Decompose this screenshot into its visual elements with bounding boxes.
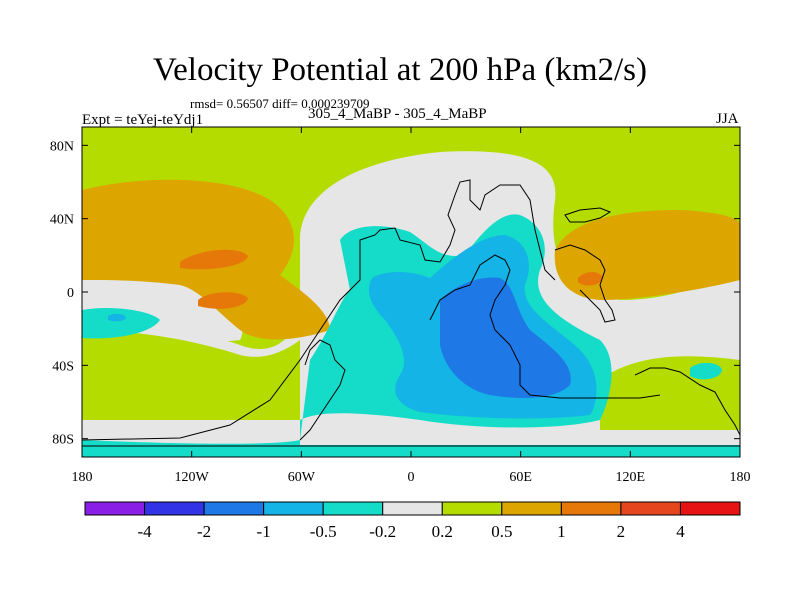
- contour-band-1-2-c: [578, 272, 603, 286]
- coastline-americas-south: [299, 339, 346, 441]
- colorbar-swatch: [382, 501, 443, 516]
- contour-band-1-2-b: [198, 292, 248, 309]
- x-tick-label: 0: [408, 470, 415, 485]
- coastline-australia: [634, 367, 740, 436]
- contour-band-neg-0.5-1-w: [108, 313, 126, 322]
- y-tick-label: 80N: [50, 139, 74, 154]
- colorbar-swatch: [203, 501, 265, 516]
- colorbar-swatch: [501, 501, 562, 516]
- colorbar: -4 -2 -1 -0.5 -0.2 0.2 0.5 1 2 4: [84, 501, 741, 541]
- colorbar-label: 0.5: [491, 522, 512, 541]
- y-tick-label: 40N: [50, 213, 74, 228]
- colorbar-swatch: [84, 501, 146, 516]
- x-tick-label: 120E: [616, 470, 646, 485]
- colorbar-swatch: [620, 501, 681, 516]
- colorbar-swatch: [560, 501, 622, 516]
- coastline-asia-north: [564, 207, 612, 223]
- experiment-label: Expt = teYej-teYdj1: [82, 112, 204, 128]
- colorbar-label: -2: [197, 522, 211, 541]
- stats-label: rmsd= 0.56507 diff= 0.000239709: [190, 96, 370, 111]
- contour-fill: [82, 127, 740, 457]
- coastline-africa: [429, 254, 661, 399]
- x-tick-label: 60W: [288, 470, 316, 485]
- y-tick-label: 40S: [52, 359, 74, 374]
- contour-band-1-2-a: [180, 249, 248, 270]
- colorbar-swatch: [144, 501, 205, 516]
- y-tick-label: 0: [67, 286, 74, 301]
- colorbar-swatch: [263, 501, 324, 516]
- y-tick-label: 80S: [52, 433, 74, 448]
- colorbar-label: -1: [257, 522, 271, 541]
- x-tick-label: 180: [730, 470, 751, 485]
- colorbar-label: 2: [617, 522, 626, 541]
- x-tick-label: 180: [72, 470, 93, 485]
- contour-band-0.2-0.5-south: [82, 330, 300, 420]
- colorbar-label: -4: [137, 522, 152, 541]
- colorbar-swatch: [322, 501, 384, 516]
- season-label: JJA: [716, 111, 739, 127]
- colorbar-label: 1: [557, 522, 566, 541]
- colorbar-label: 0.2: [432, 522, 453, 541]
- y-ticks: 80N 40N 0 40S 80S: [50, 139, 740, 448]
- colorbar-swatch: [441, 501, 503, 516]
- contour-band-neg-0.2-0.5-w: [82, 308, 160, 339]
- colorbar-label: 4: [676, 522, 685, 541]
- coastline-americas: [82, 179, 556, 441]
- colorbar-label: -0.2: [369, 522, 396, 541]
- x-ticks: 180 120W 60W 0 60E 120E 180: [72, 127, 751, 485]
- colorbar-swatch: [679, 501, 741, 516]
- colorbar-label: -0.5: [310, 522, 337, 541]
- x-tick-label: 60E: [509, 470, 532, 485]
- x-tick-label: 120W: [175, 470, 210, 485]
- contour-band-neg-1-2: [440, 277, 571, 398]
- chart-title: Velocity Potential at 200 hPa (km2/s): [152, 52, 648, 88]
- comparison-label: 305_4_MaBP - 305_4_MaBP: [308, 106, 487, 122]
- contour-band-neg-0.2-0.5-e: [690, 362, 722, 380]
- coastlines: [82, 179, 740, 447]
- coastline-asia: [554, 244, 616, 323]
